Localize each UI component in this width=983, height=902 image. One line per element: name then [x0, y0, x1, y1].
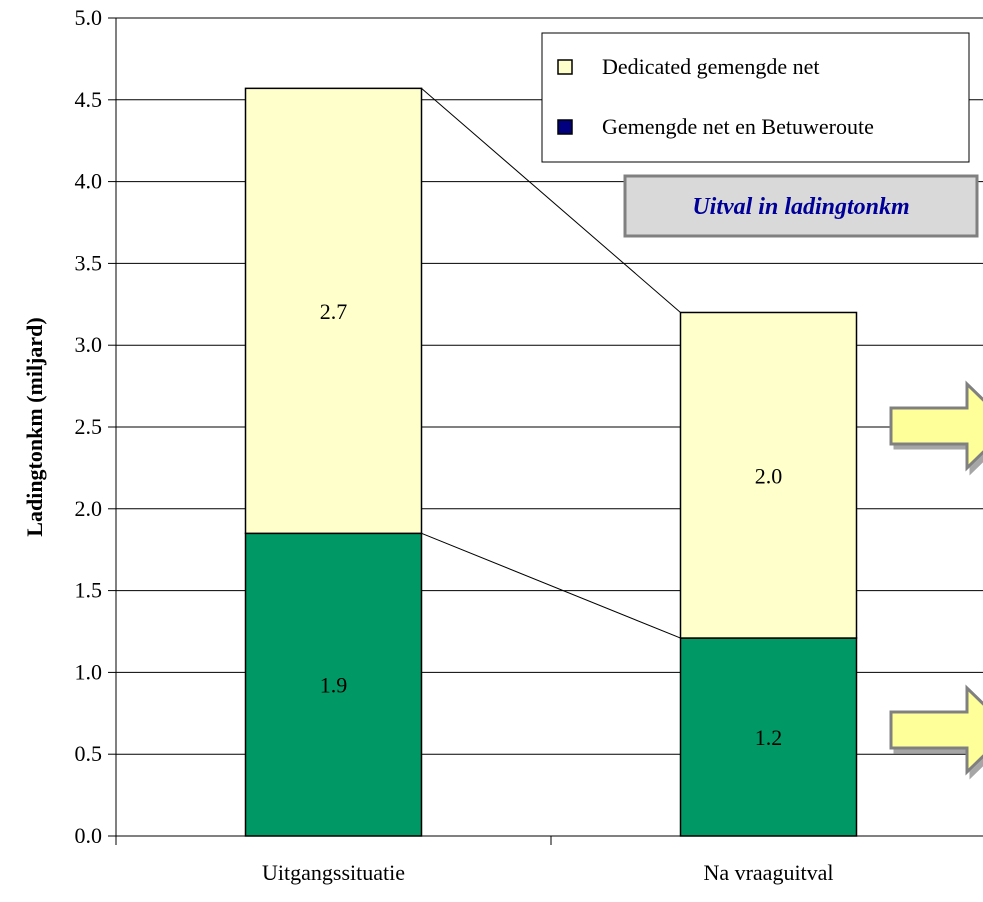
bar-dedicated-0 [244, 87, 423, 535]
legend-label: Dedicated gemengde net [602, 54, 819, 79]
y-tick-label: 1.5 [75, 578, 103, 603]
legend-box [541, 32, 970, 163]
legend-label: Gemengde net en Betuweroute [602, 114, 874, 139]
annotation-text: Uitval in ladingtonkm [692, 194, 909, 220]
y-tick-label: 0.5 [75, 741, 103, 766]
y-tick-label: 5.0 [75, 5, 103, 30]
data-label: 1.9 [320, 673, 348, 698]
arrows [889, 380, 983, 776]
right-arrow-shape [889, 380, 983, 472]
annotation-box [623, 174, 979, 238]
legend: Dedicated gemengde net Gemengde net en Be… [541, 32, 970, 163]
y-tick-label: 3.5 [75, 250, 103, 275]
annotation: Uitval in ladingtonkm [623, 174, 979, 238]
right-arrow-shape [889, 684, 983, 776]
bar-dedicated-1 [679, 311, 858, 639]
connector-line [421, 87, 681, 313]
axes [108, 17, 983, 845]
x-category-label: Uitgangssituatie [262, 860, 405, 885]
legend-swatch [557, 59, 573, 75]
y-tick-label: 2.5 [75, 414, 103, 439]
legend-swatch [557, 119, 573, 135]
y-tick-label: 1.0 [75, 659, 103, 684]
y-axis-title: Ladingtonkm (miljard) [22, 317, 47, 536]
connector-line [421, 532, 681, 639]
connector-lines [421, 87, 681, 639]
labels: 0.0 0.5 1.0 1.5 2.0 2.5 3.0 3.5 4.0 4.5 5.0 Ladingt… [22, 5, 834, 885]
y-tick-label: 0.0 [75, 823, 103, 848]
data-label: 1.2 [755, 725, 783, 750]
data-label: 2.7 [320, 299, 348, 324]
bars [244, 87, 858, 837]
bar-gemengde-net-0 [244, 532, 423, 837]
bar-gemengde-net-1 [679, 637, 858, 837]
data-label: 2.0 [755, 463, 783, 488]
y-tick-label: 3.0 [75, 332, 103, 357]
x-category-label: Na vraaguitval [703, 860, 833, 885]
y-tick-label: 2.0 [75, 496, 103, 521]
y-tick-label: 4.0 [75, 169, 103, 194]
y-tick-label: 4.5 [75, 87, 103, 112]
